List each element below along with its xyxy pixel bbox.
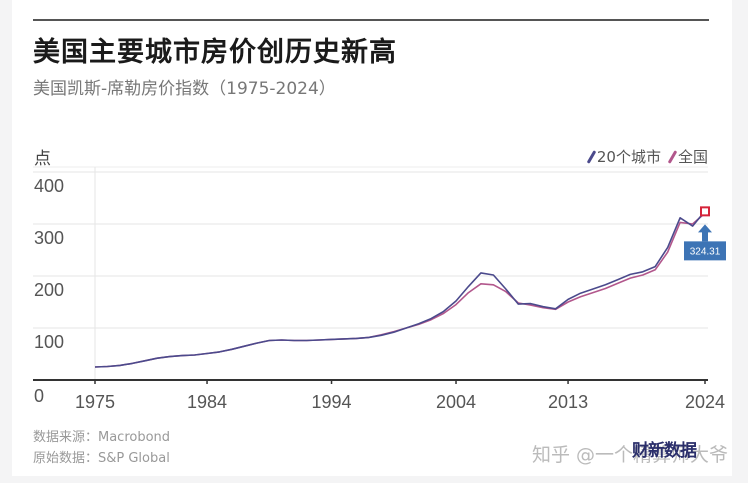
x-tick-label: 2024 [685,392,725,412]
y-axis-unit: 点 [34,149,51,169]
endpoint-marker [700,206,710,217]
y-tick-label: 100 [34,332,64,352]
y-tick-label: 0 [34,386,44,406]
value-label: 324.31 [690,246,721,257]
top-divider [33,19,709,21]
zhihu-watermark: 知乎 @一个精算师大爷 [531,444,728,466]
series-lines [94,210,706,368]
legend-item-national[interactable]: 全国 [667,146,708,167]
y-tick-label: 300 [34,228,64,248]
x-tick-label: 1975 [75,392,115,412]
series-line [94,210,706,368]
y-axis-ticks: 0 100 200 300 400 [34,176,64,406]
x-tick-label: 1984 [187,392,227,412]
legend-label: 全国 [677,148,708,166]
data-source: 数据来源：Macrobond [33,430,171,445]
x-tick-label: 2004 [436,392,476,412]
original-source: 原始数据：S&P Global [33,451,170,466]
caixin-logo: 财新数据 [632,441,697,461]
value-label-box [684,241,726,261]
legend: 20个城市 全国 [586,146,708,167]
chart-title: 美国主要城市房价创历史新高 [33,37,397,68]
x-tick-label: 1994 [312,392,352,412]
x-tick-label: 2013 [548,392,588,412]
up-arrow-icon [698,224,712,242]
legend-item-20city[interactable]: 20个城市 [586,146,661,167]
gridlines [33,166,708,381]
y-tick-label: 400 [34,176,64,196]
legend-label: 20个城市 [596,148,661,166]
endpoint-callout: 324.31 [684,206,726,261]
chart-card [12,0,732,476]
y-tick-label: 200 [34,280,64,300]
x-axis-ticks: 1975 1984 1994 2004 2013 2024 [75,380,725,412]
series-line [94,212,706,368]
chart-subtitle: 美国凯斯-席勒房价指数（1975-2024） [33,79,336,99]
